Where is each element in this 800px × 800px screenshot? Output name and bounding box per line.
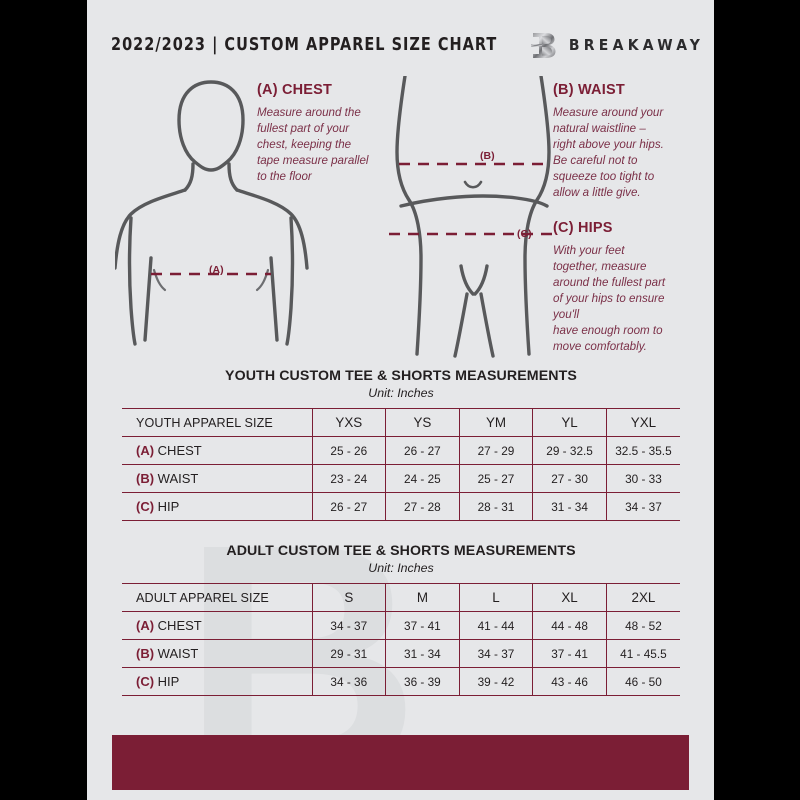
row-mark: (C) [136,674,155,689]
youth-size-col-4: YXL [605,408,680,437]
table-row: (B) WAIST 29 - 31 31 - 34 34 - 37 37 - 4… [122,639,680,668]
row-name: CHEST [157,618,202,633]
chest-instructions-title: (A) CHEST [257,82,333,98]
adult-waist-m: 31 - 34 [385,639,460,668]
adult-chest-m: 37 - 41 [385,611,460,640]
adult-size-col-0: S [311,583,386,612]
adult-row-label-chest: (A) CHEST [122,611,312,640]
adult-waist-2xl: 41 - 45.5 [605,639,680,668]
breakaway-logo-icon [530,33,556,58]
youth-chest-ym: 27 - 29 [458,436,533,465]
adult-chest-xl: 44 - 48 [532,611,607,640]
row-mark: (B) [136,471,155,486]
youth-chest-yxl: 32.5 - 35.5 [605,436,680,465]
chest-instructions-body: Measure around the fullest part of your … [257,106,369,183]
youth-waist-ys: 24 - 25 [385,464,460,493]
adult-row-label-hip: (C) HIP [122,667,312,696]
table-row: (B) WAIST 23 - 24 24 - 25 25 - 27 27 - 3… [122,464,680,493]
adult-size-col-4: 2XL [605,583,680,612]
size-chart-page: B 2022/2023 | CUSTOM APPAREL SIZE CHART [87,0,714,800]
adult-size-section: ADULT CUSTOM TEE & SHORTS MEASUREMENTS U… [122,543,680,696]
youth-size-col-1: YS [385,408,460,437]
adult-table-unit: Unit: Inches [368,561,434,575]
waist-instructions-title: (B) WAIST [553,82,625,98]
table-row: (C) HIP 26 - 27 27 - 28 28 - 31 31 - 34 … [122,492,680,521]
adult-chest-l: 41 - 44 [458,611,533,640]
adult-chest-s: 34 - 37 [311,611,386,640]
youth-hip-yl: 31 - 34 [532,492,607,521]
youth-waist-yxl: 30 - 33 [605,464,680,493]
page-title: 2022/2023 | CUSTOM APPAREL SIZE CHART [111,35,498,55]
waist-instructions-body: Measure around your natural waistline – … [553,106,664,199]
brand-lockup: BREAKAWAY [530,30,705,60]
youth-waist-yxs: 23 - 24 [311,464,386,493]
youth-hip-yxs: 26 - 27 [311,492,386,521]
hips-instructions-title: (C) HIPS [553,220,613,236]
youth-size-section: YOUTH CUSTOM TEE & SHORTS MEASUREMENTS U… [122,368,680,521]
adult-hip-xl: 43 - 46 [532,667,607,696]
youth-row-label-chest: (A) CHEST [122,436,312,465]
adult-hip-l: 39 - 42 [458,667,533,696]
adult-hip-m: 36 - 39 [385,667,460,696]
table-row: (A) CHEST 34 - 37 37 - 41 41 - 44 44 - 4… [122,611,680,640]
youth-hip-ym: 28 - 31 [458,492,533,521]
youth-chest-ys: 26 - 27 [385,436,460,465]
youth-row-label-waist: (B) WAIST [122,464,312,493]
table-header-row: ADULT APPAREL SIZE S M L XL 2XL [122,583,680,612]
youth-apparel-size-header: YOUTH APPAREL SIZE [122,408,312,437]
youth-waist-ym: 25 - 27 [458,464,533,493]
table-row: (C) HIP 34 - 36 36 - 39 39 - 42 43 - 46 … [122,667,680,696]
youth-size-col-0: YXS [311,408,386,437]
adult-apparel-size-header: ADULT APPAREL SIZE [122,583,312,612]
adult-size-col-3: XL [532,583,607,612]
adult-row-label-waist: (B) WAIST [122,639,312,668]
row-mark: (A) [136,618,155,633]
hips-instructions: (C) HIPS With your feet together, measur… [553,220,705,355]
waist-measure-label: (B) [480,150,495,162]
youth-waist-yl: 27 - 30 [532,464,607,493]
row-mark: (C) [136,499,155,514]
adult-chest-2xl: 48 - 52 [605,611,680,640]
torso-figure-illustration [115,80,309,346]
chest-measure-label: (A) [209,264,224,276]
youth-row-label-hip: (C) HIP [122,492,312,521]
adult-size-col-2: L [458,583,533,612]
adult-waist-l: 34 - 37 [458,639,533,668]
youth-size-col-3: YL [532,408,607,437]
figure-illustrations: (A) (B) (C) (A) CHEST Measure around the… [87,72,714,362]
row-name: WAIST [157,471,199,486]
youth-size-col-2: YM [458,408,533,437]
youth-table-unit: Unit: Inches [368,386,434,400]
youth-chest-yxs: 25 - 26 [311,436,386,465]
waist-instructions: (B) WAIST Measure around your natural wa… [553,82,703,201]
adult-hip-s: 34 - 36 [311,667,386,696]
youth-table-title: YOUTH CUSTOM TEE & SHORTS MEASUREMENTS [225,368,577,384]
row-mark: (B) [136,646,155,661]
brand-name: BREAKAWAY [568,36,705,54]
adult-waist-xl: 37 - 41 [532,639,607,668]
row-name: CHEST [157,443,202,458]
footer-bar [112,735,689,790]
youth-hip-yxl: 34 - 37 [605,492,680,521]
table-row: (A) CHEST 25 - 26 26 - 27 27 - 29 29 - 3… [122,436,680,465]
chest-instructions: (A) CHEST Measure around the fullest par… [257,82,417,185]
row-mark: (A) [136,443,155,458]
youth-size-table: YOUTH APPAREL SIZE YXS YS YM YL YXL (A) … [122,408,680,521]
youth-chest-yl: 29 - 32.5 [532,436,607,465]
lower-body-figure-illustration [389,76,559,358]
page-header: 2022/2023 | CUSTOM APPAREL SIZE CHART [87,28,714,62]
row-name: HIP [157,674,180,689]
adult-size-table: ADULT APPAREL SIZE S M L XL 2XL (A) CHES… [122,583,680,696]
row-name: WAIST [157,646,199,661]
hips-measure-label: (C) [517,228,532,240]
table-header-row: YOUTH APPAREL SIZE YXS YS YM YL YXL [122,408,680,437]
adult-size-col-1: M [385,583,460,612]
adult-table-title: ADULT CUSTOM TEE & SHORTS MEASUREMENTS [226,543,576,559]
adult-waist-s: 29 - 31 [311,639,386,668]
adult-hip-2xl: 46 - 50 [605,667,680,696]
youth-hip-ys: 27 - 28 [385,492,460,521]
row-name: HIP [157,499,180,514]
hips-instructions-body: With your feet together, measure around … [553,244,666,353]
